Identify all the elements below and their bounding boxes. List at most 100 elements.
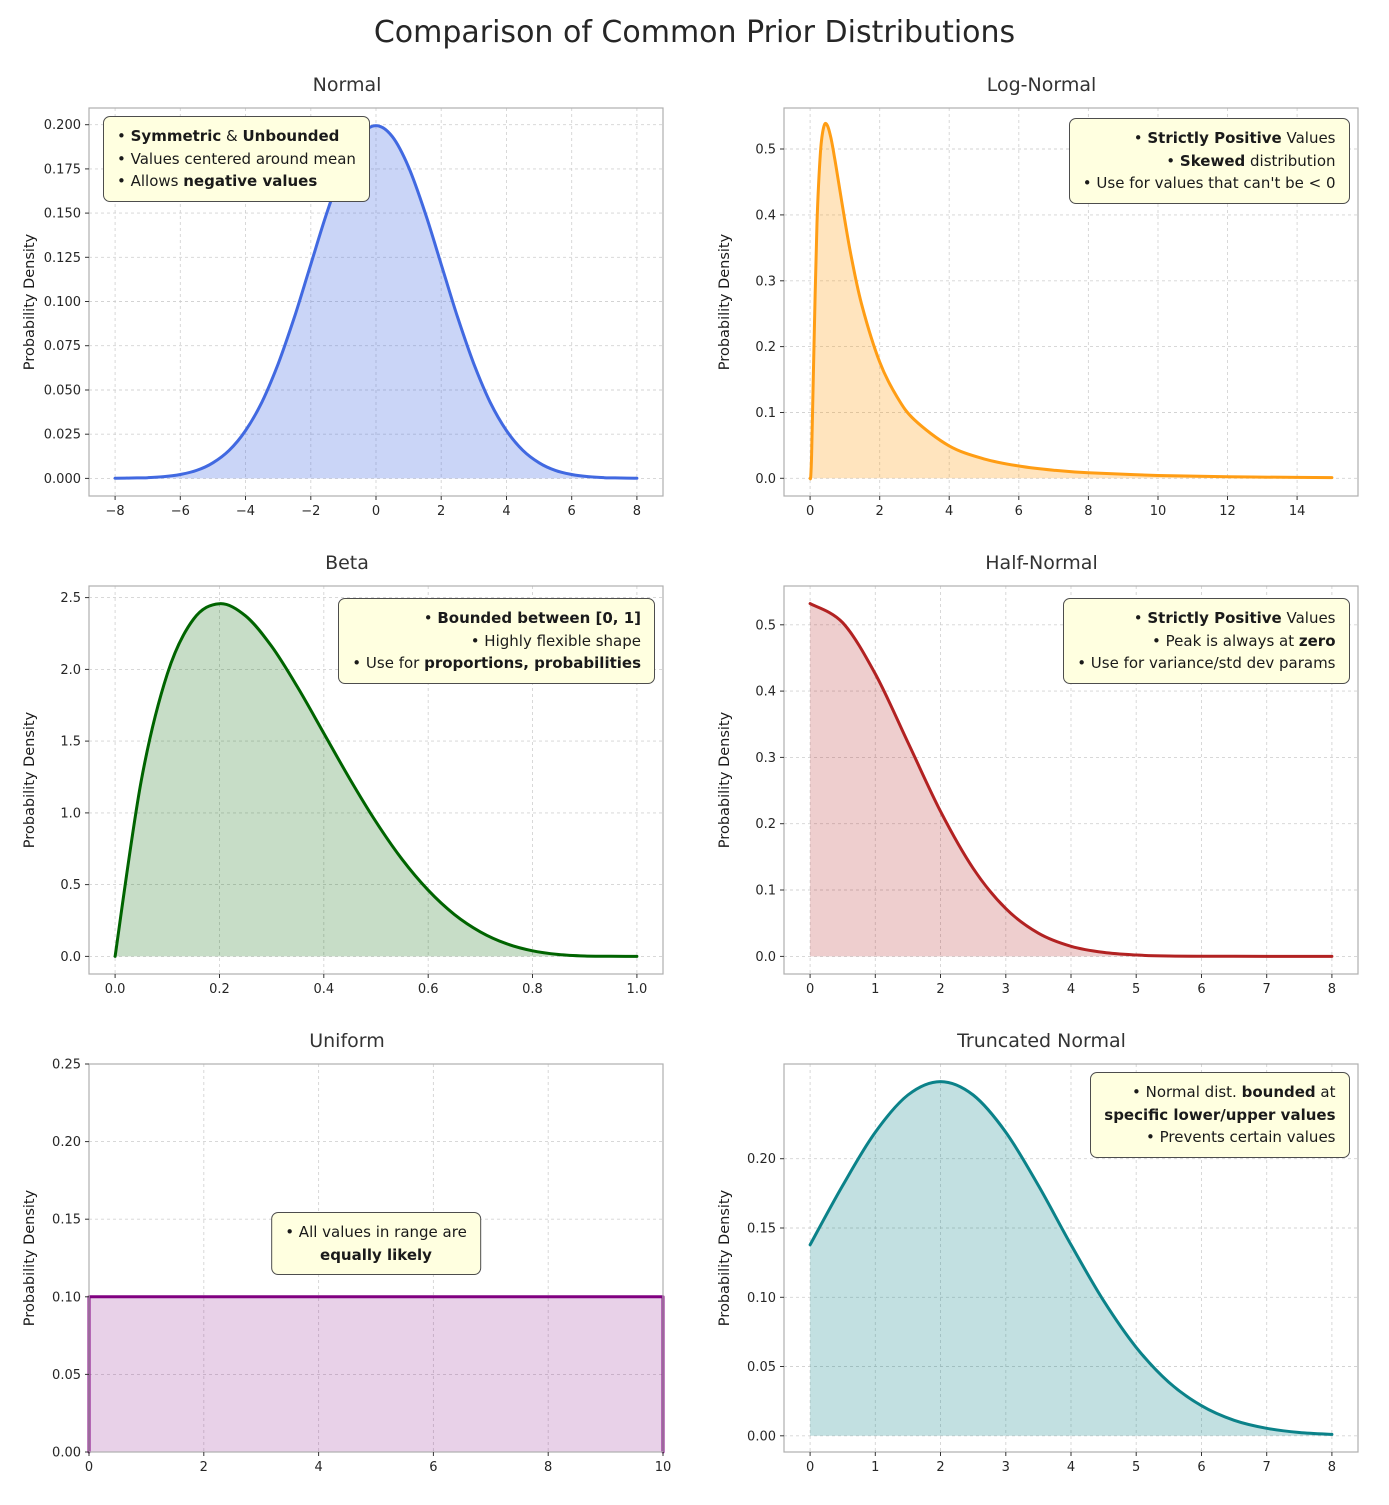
svg-text:Probability Density: Probability Density xyxy=(22,233,38,370)
svg-text:1.5: 1.5 xyxy=(60,735,81,750)
chart-title-beta: Beta xyxy=(325,552,369,574)
svg-text:0.150: 0.150 xyxy=(44,207,81,222)
svg-text:0.6: 0.6 xyxy=(418,982,439,997)
svg-text:4: 4 xyxy=(945,504,953,519)
charts-grid: Normal −8 −6 −4 −2 0 2 4 6 8 0.000 0.025 0.050 0.075… xyxy=(0,64,1389,1498)
svg-text:0.8: 0.8 xyxy=(522,982,543,997)
svg-text:8: 8 xyxy=(544,1460,552,1475)
svg-text:0.5: 0.5 xyxy=(755,618,776,633)
annotation-box-truncated-normal: • Normal dist. bounded at specific lower/… xyxy=(1090,1072,1350,1158)
svg-text:0.15: 0.15 xyxy=(52,1213,81,1228)
svg-text:Probability Density: Probability Density xyxy=(717,233,733,370)
svg-text:Probability Density: Probability Density xyxy=(22,711,38,848)
svg-text:8: 8 xyxy=(1084,504,1092,519)
svg-text:2: 2 xyxy=(936,982,944,997)
svg-text:0.200: 0.200 xyxy=(44,118,81,133)
figure-header: Comparison of Common Prior Distributions xyxy=(0,0,1389,64)
svg-text:0.0: 0.0 xyxy=(105,982,126,997)
svg-text:0.3: 0.3 xyxy=(755,274,776,289)
chart-plot-wrap-normal: −8 −6 −4 −2 0 2 4 6 8 0.000 0.025 0.050 0.075 0.100 0.… xyxy=(17,100,677,540)
svg-text:2.5: 2.5 xyxy=(60,591,81,606)
svg-text:6: 6 xyxy=(568,504,576,519)
svg-text:0.0: 0.0 xyxy=(755,472,776,487)
svg-text:0.10: 0.10 xyxy=(747,1291,776,1306)
svg-text:0.3: 0.3 xyxy=(755,751,776,766)
svg-text:0.1: 0.1 xyxy=(755,884,776,899)
svg-text:0.00: 0.00 xyxy=(52,1446,81,1461)
annotation-box-beta: • Bounded between [0, 1] • Highly flexibl… xyxy=(338,598,655,684)
svg-text:8: 8 xyxy=(633,504,641,519)
annotation-box-half-normal: • Strictly Positive Values • Peak is alwa… xyxy=(1063,598,1350,684)
svg-text:8: 8 xyxy=(1327,982,1335,997)
svg-text:6: 6 xyxy=(429,1460,437,1475)
svg-text:0.10: 0.10 xyxy=(52,1290,81,1305)
svg-text:0.15: 0.15 xyxy=(747,1222,776,1237)
chart-plot-wrap-half-normal: 0 1 2 3 4 5 6 7 8 0.0 0.1 0.2 0.3 0.4 0.5 Probability D… xyxy=(712,578,1372,1018)
svg-text:0.1: 0.1 xyxy=(755,406,776,421)
chart-svg-truncated-normal: 0 1 2 3 4 5 6 7 8 0.00 0.05 0.10 0.15 0.20 Probability… xyxy=(717,1063,1359,1475)
svg-text:2: 2 xyxy=(437,504,445,519)
chart-plot-wrap-truncated-normal: 0 1 2 3 4 5 6 7 8 0.00 0.05 0.10 0.15 0.20 Probability… xyxy=(712,1056,1372,1496)
svg-text:0.5: 0.5 xyxy=(755,143,776,158)
svg-text:1.0: 1.0 xyxy=(60,806,81,821)
svg-text:10: 10 xyxy=(655,1460,672,1475)
chart-cell-uniform: Uniform 0 2 4 6 8 10 0.00 0.05 0.10 0.15 0.20 0.25 P… xyxy=(0,1020,694,1498)
chart-plot-wrap-beta: 0.0 0.2 0.4 0.6 0.8 1.0 0.0 0.5 1.0 1.5 2.0 2.5 Prob… xyxy=(17,578,677,1018)
chart-title-uniform: Uniform xyxy=(309,1030,385,1052)
chart-svg-half-normal: 0 1 2 3 4 5 6 7 8 0.0 0.1 0.2 0.3 0.4 0.5 Probability D… xyxy=(717,585,1359,997)
chart-plot-wrap-uniform: 0 2 4 6 8 10 0.00 0.05 0.10 0.15 0.20 0.25 Probabili… xyxy=(17,1056,677,1496)
svg-text:4: 4 xyxy=(1066,982,1074,997)
annotation-box-log-normal: • Strictly Positive Values • Skewed distr… xyxy=(1068,118,1350,204)
svg-text:−6: −6 xyxy=(171,504,190,519)
chart-title-normal: Normal xyxy=(312,74,382,96)
svg-text:1: 1 xyxy=(871,1460,879,1475)
chart-cell-log-normal: Log-Normal 0 2 4 6 8 10 12 14 0.0 0.1 0.2 0.3 0.4 0.5… xyxy=(694,64,1389,542)
svg-text:0.100: 0.100 xyxy=(44,295,81,310)
svg-text:0.0: 0.0 xyxy=(755,950,776,965)
svg-text:4: 4 xyxy=(502,504,510,519)
svg-text:5: 5 xyxy=(1132,1460,1140,1475)
svg-text:6: 6 xyxy=(1014,504,1022,519)
svg-text:−8: −8 xyxy=(106,504,125,519)
svg-text:0.2: 0.2 xyxy=(755,340,776,355)
svg-text:12: 12 xyxy=(1219,504,1236,519)
svg-text:−4: −4 xyxy=(236,504,255,519)
annotation-box-normal: • Symmetric & Unbounded • Values centered… xyxy=(103,116,370,202)
chart-cell-truncated-normal: Truncated Normal 0 1 2 3 4 5 6 7 8 0.00 0.05 0.10 0.… xyxy=(694,1020,1389,1498)
svg-text:4: 4 xyxy=(1066,1460,1074,1475)
chart-title-half-normal: Half-Normal xyxy=(985,552,1098,574)
svg-text:2.0: 2.0 xyxy=(60,663,81,678)
svg-text:6: 6 xyxy=(1197,1460,1205,1475)
svg-text:4: 4 xyxy=(314,1460,322,1475)
svg-text:2: 2 xyxy=(875,504,883,519)
svg-text:0: 0 xyxy=(372,504,380,519)
svg-text:0: 0 xyxy=(805,504,813,519)
chart-plot-wrap-log-normal: 0 2 4 6 8 10 12 14 0.0 0.1 0.2 0.3 0.4 0.5 Probability… xyxy=(712,100,1372,540)
svg-text:5: 5 xyxy=(1132,982,1140,997)
svg-text:8: 8 xyxy=(1327,1460,1335,1475)
svg-text:2: 2 xyxy=(200,1460,208,1475)
svg-text:0.20: 0.20 xyxy=(747,1152,776,1167)
svg-text:Probability Density: Probability Density xyxy=(717,711,733,848)
svg-text:0.4: 0.4 xyxy=(755,208,776,223)
svg-text:0.075: 0.075 xyxy=(44,339,81,354)
chart-cell-normal: Normal −8 −6 −4 −2 0 2 4 6 8 0.000 0.025 0.050 0.075… xyxy=(0,64,694,542)
svg-text:0.125: 0.125 xyxy=(44,251,81,266)
page-title: Comparison of Common Prior Distributions xyxy=(373,14,1016,50)
svg-text:0.000: 0.000 xyxy=(44,472,81,487)
svg-text:0: 0 xyxy=(805,1460,813,1475)
svg-text:10: 10 xyxy=(1149,504,1166,519)
svg-text:Probability Density: Probability Density xyxy=(22,1189,38,1326)
chart-cell-beta: Beta 0.0 0.2 0.4 0.6 0.8 1.0 0.0 0.5 1.0 1.5 2.0 2.… xyxy=(0,542,694,1020)
svg-text:6: 6 xyxy=(1197,982,1205,997)
svg-text:1.0: 1.0 xyxy=(627,982,648,997)
svg-text:0.2: 0.2 xyxy=(755,817,776,832)
svg-text:0.20: 0.20 xyxy=(52,1135,81,1150)
svg-text:−2: −2 xyxy=(301,504,320,519)
svg-text:0.5: 0.5 xyxy=(60,878,81,893)
svg-text:0.050: 0.050 xyxy=(44,384,81,399)
chart-title-log-normal: Log-Normal xyxy=(986,74,1097,96)
svg-text:7: 7 xyxy=(1262,982,1270,997)
svg-text:0.4: 0.4 xyxy=(313,982,334,997)
svg-text:2: 2 xyxy=(936,1460,944,1475)
